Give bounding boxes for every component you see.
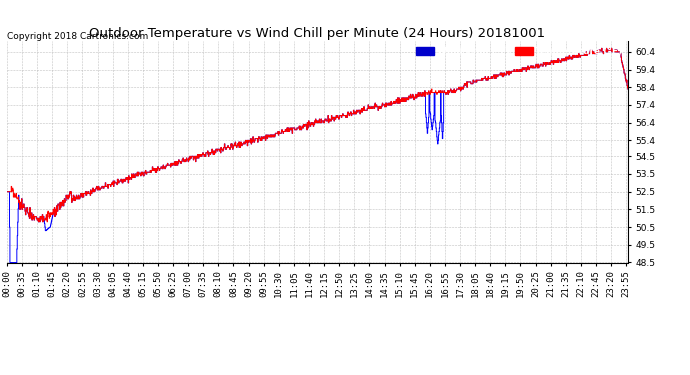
Title: Outdoor Temperature vs Wind Chill per Minute (24 Hours) 20181001: Outdoor Temperature vs Wind Chill per Mi… <box>89 27 546 40</box>
Text: Copyright 2018 Cartronics.com: Copyright 2018 Cartronics.com <box>7 32 148 41</box>
Legend: Wind Chill (°F), Temperature (°F): Wind Chill (°F), Temperature (°F) <box>412 43 626 59</box>
